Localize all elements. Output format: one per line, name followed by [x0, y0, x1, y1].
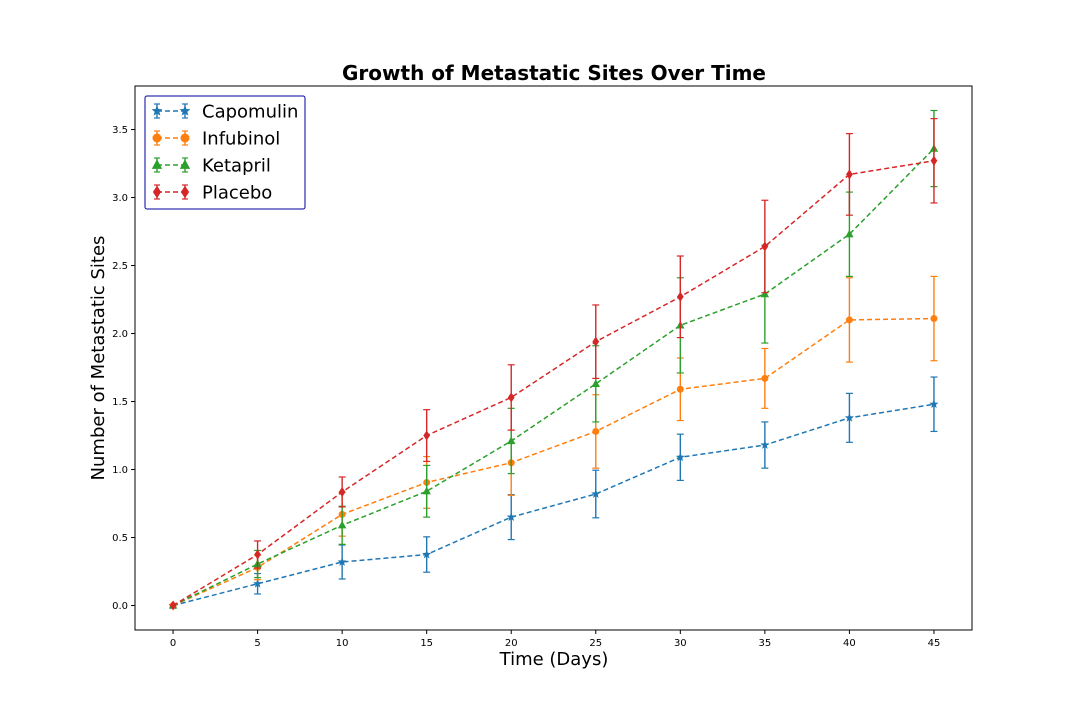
x-axis-label: Time (Days) [499, 649, 609, 670]
x-tick-label: 35 [758, 638, 771, 649]
series-line [172, 160, 935, 607]
data-point [846, 169, 853, 180]
series-line [172, 148, 935, 607]
data-point [930, 315, 938, 323]
data-point [592, 427, 600, 435]
series-line [172, 403, 935, 607]
data-point [337, 557, 347, 566]
data-point [760, 289, 770, 298]
legend-marker [179, 159, 191, 169]
legend-entry-infubinol: Infubinol [152, 129, 280, 150]
data-point [423, 430, 431, 441]
x-tick-label: 30 [674, 638, 687, 649]
x-tick-label: 0 [170, 638, 176, 649]
data-point [422, 549, 432, 559]
data-point [845, 316, 853, 324]
legend-label: Capomulin [202, 102, 298, 123]
data-point [169, 600, 177, 611]
y-tick-label: 2.5 [112, 261, 128, 272]
x-tick-label: 45 [928, 638, 941, 649]
data-point [761, 241, 769, 252]
y-tick-label: 2.0 [112, 329, 128, 340]
data-point [929, 399, 939, 409]
x-tick-label: 10 [336, 638, 349, 649]
data-point [507, 436, 516, 445]
data-point [591, 489, 601, 498]
legend-marker [179, 105, 191, 116]
data-point [675, 452, 685, 462]
legend-entry-ketapril: Ketapril [151, 156, 271, 177]
series-line [172, 317, 934, 607]
y-tick-label: 1.0 [112, 465, 128, 476]
data-point [930, 155, 938, 166]
legend-label: Ketapril [202, 156, 271, 177]
data-point [422, 486, 431, 495]
y-tick-label: 3.0 [112, 193, 128, 204]
legend-marker [152, 133, 162, 143]
x-tick-label: 40 [843, 638, 856, 649]
data-point [338, 486, 346, 497]
legend-marker [180, 185, 190, 199]
legend-entry-placebo: Placebo [152, 183, 272, 204]
y-tick-label: 0.0 [112, 601, 128, 612]
data-point [253, 579, 263, 588]
data-point [761, 374, 769, 382]
legend-marker [151, 105, 163, 116]
x-tick-label: 25 [589, 638, 602, 649]
legend-entry-capomulin: Capomulin [151, 102, 298, 123]
legend-label: Infubinol [202, 129, 280, 150]
data-point [507, 392, 515, 403]
data-point [591, 379, 600, 387]
y-tick-label: 1.5 [112, 397, 128, 408]
series-capomulin [168, 376, 939, 610]
legend-marker [180, 133, 190, 143]
plot-area [134, 85, 973, 631]
y-tick-label: 3.5 [112, 125, 128, 136]
legend-label: Placebo [202, 183, 272, 204]
y-tick-label: 0.5 [112, 533, 128, 544]
y-axis-ticks: 0.0 0.5 1.0 1.5 2.0 2.5 3.0 3.5 [112, 125, 135, 612]
data-point [760, 440, 770, 449]
data-point [845, 229, 854, 238]
y-axis-label: Number of Metastatic Sites [88, 236, 109, 481]
data-point [676, 291, 684, 302]
chart-title: Growth of Metastatic Sites Over Time [342, 61, 766, 85]
data-point [337, 520, 347, 529]
x-tick-label: 15 [420, 638, 433, 649]
data-point [254, 549, 261, 560]
legend: Capomulin Infubinol Ketapril Placebo [144, 95, 306, 210]
legend-box [144, 95, 306, 210]
data-point [506, 512, 516, 521]
series-layer [168, 109, 939, 611]
legend-marker [151, 159, 163, 169]
x-tick-label: 20 [505, 638, 518, 649]
data-point [592, 336, 600, 347]
x-tick-label: 5 [254, 638, 260, 649]
data-point [844, 413, 854, 422]
data-point [676, 385, 684, 393]
x-axis-ticks: 0 5 10 15 20 25 30 35 40 45 [170, 630, 940, 649]
series-placebo [169, 118, 938, 611]
legend-marker [152, 185, 162, 199]
